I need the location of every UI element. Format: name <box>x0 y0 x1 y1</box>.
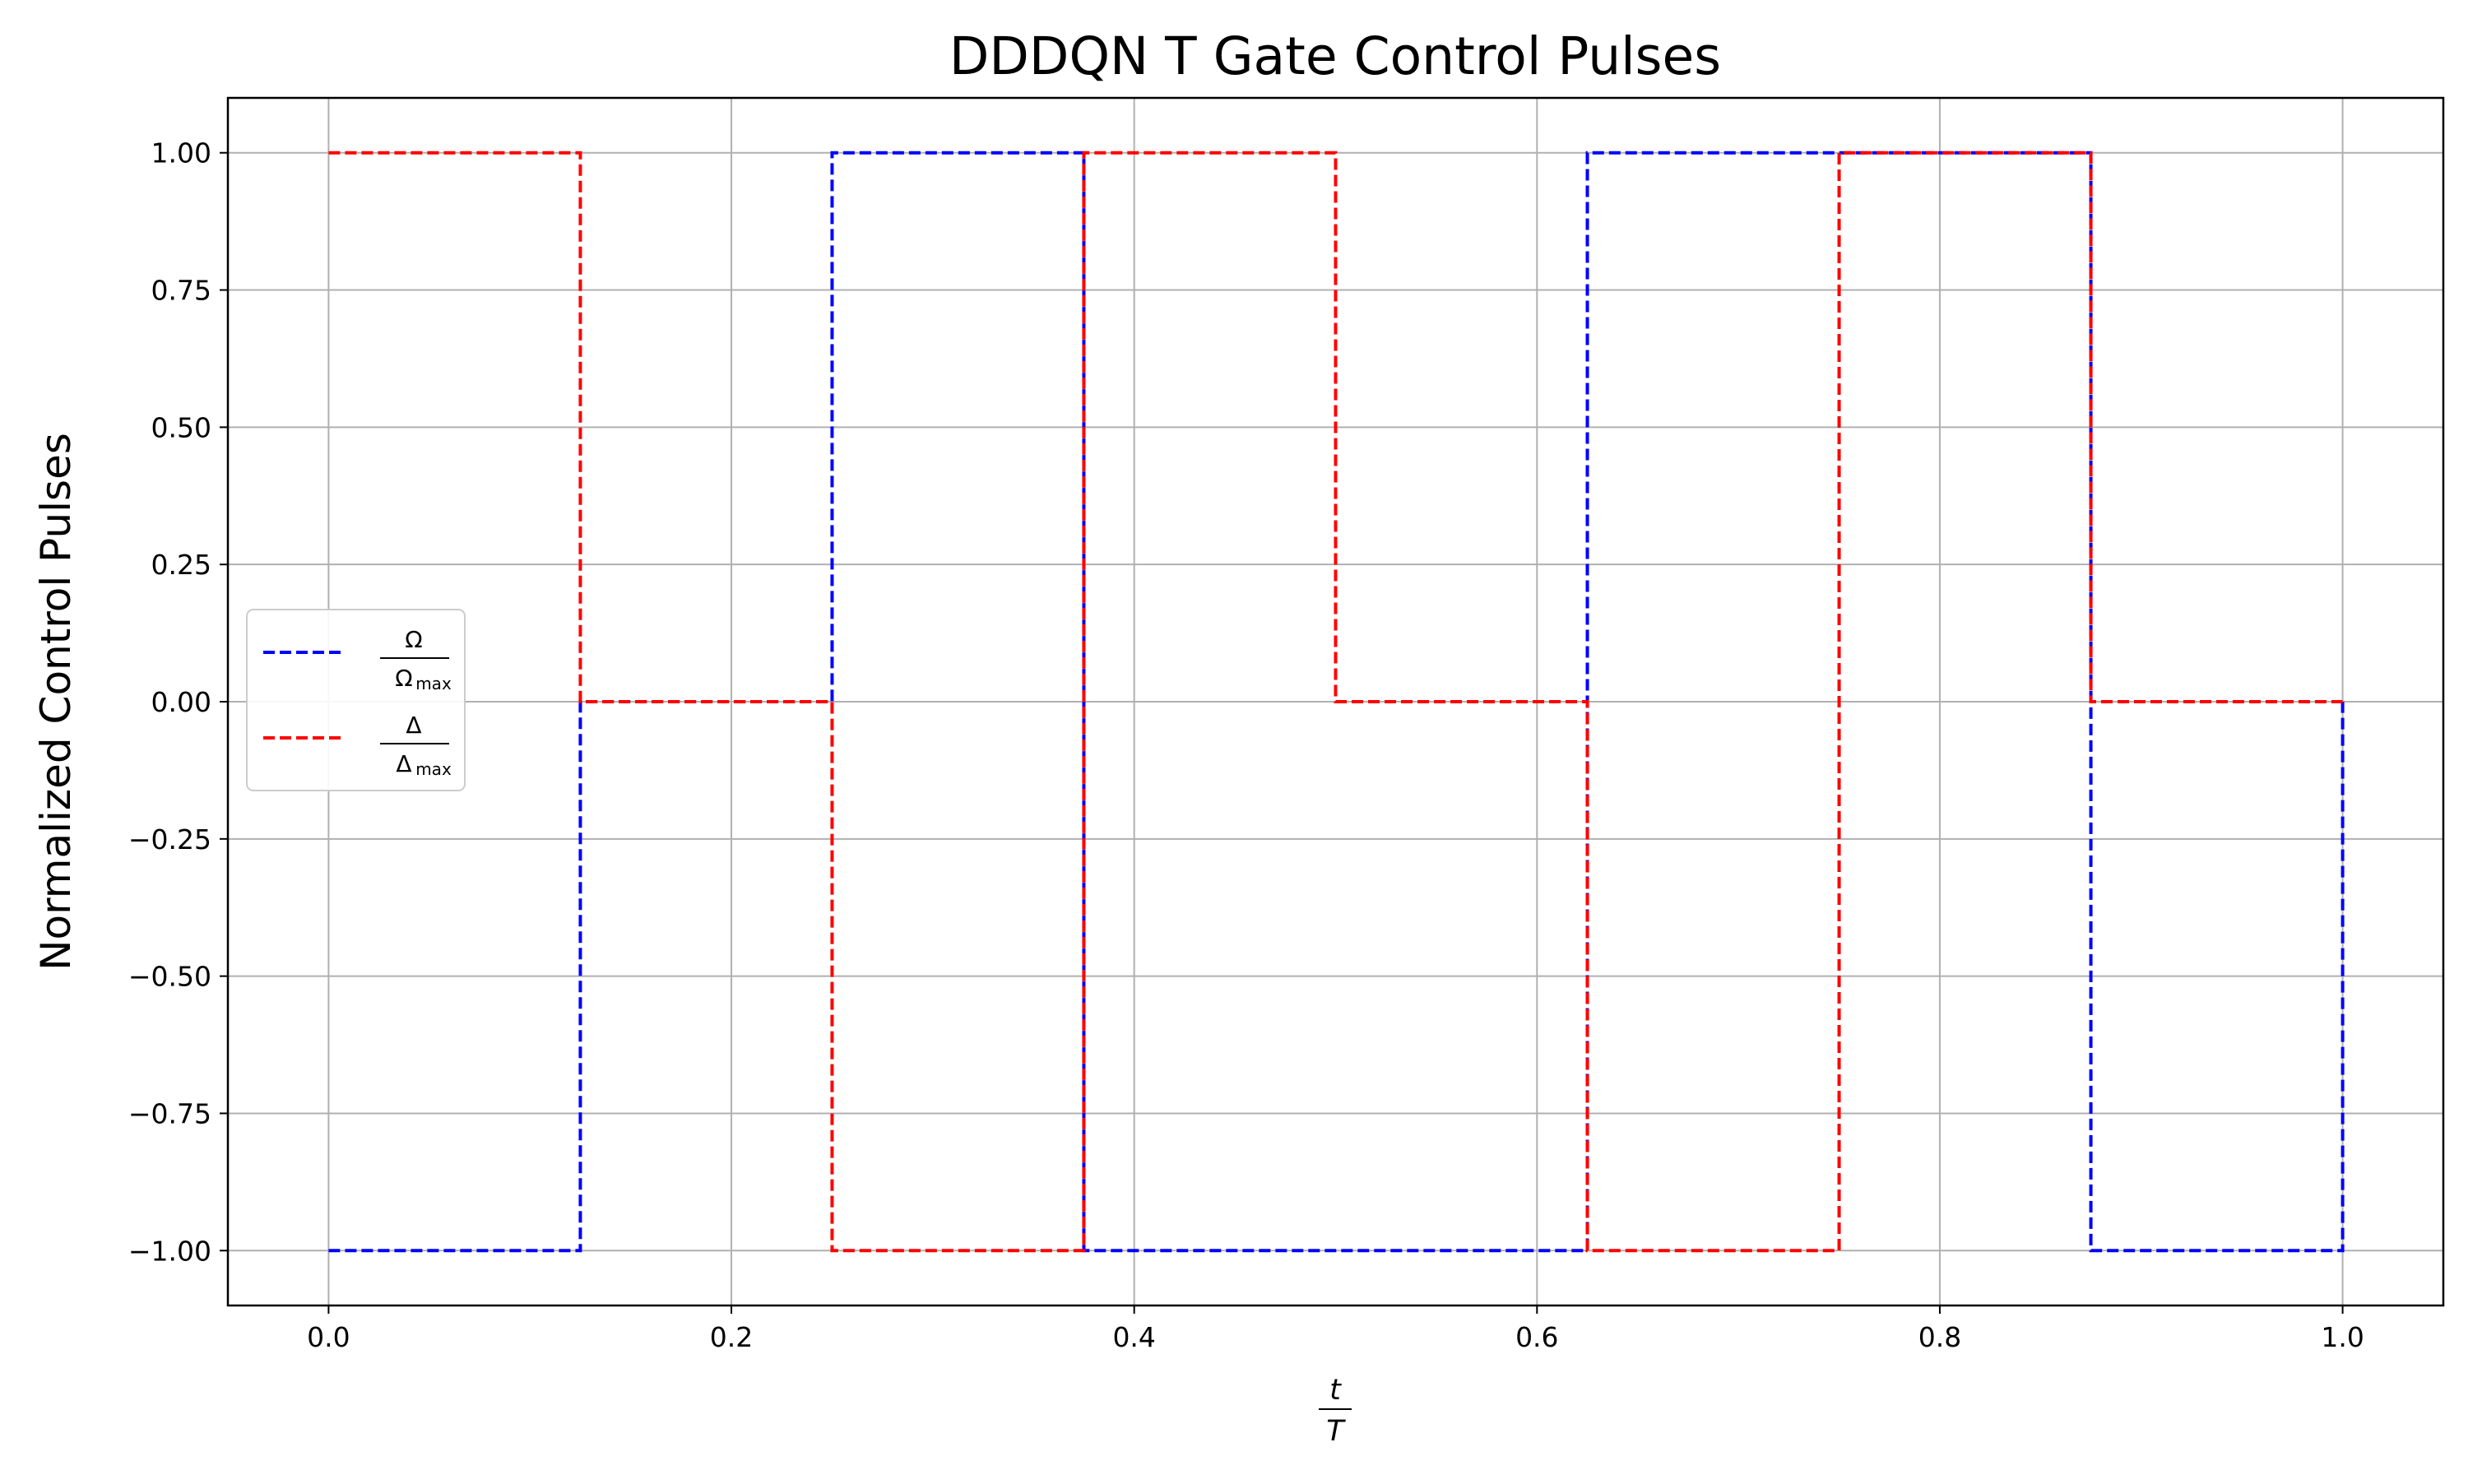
legend-delta-subscript: max <box>415 759 452 779</box>
x-axis-label-numerator: t <box>1329 1374 1342 1407</box>
legend-entry-delta: Δ Δ max <box>263 712 452 779</box>
legend-delta-numerator: Δ <box>406 712 421 739</box>
legend-box <box>246 609 466 791</box>
legend-delta-denominator: Δ <box>396 750 411 777</box>
y-tick-label: −0.25 <box>128 823 211 856</box>
legend: Ω Ω max Δ Δ max <box>246 609 466 791</box>
x-tick-label: 1.0 <box>2321 1321 2364 1353</box>
legend-entry-omega: Ω Ω max <box>263 626 452 693</box>
chart-title: DDDQN T Gate Control Pulses <box>949 26 1721 86</box>
x-tick-label: 0.6 <box>1515 1321 1558 1353</box>
x-tick-label: 0.0 <box>307 1321 350 1353</box>
y-axis-label: Normalized Control Pulses <box>32 433 80 971</box>
legend-omega-denominator: Ω <box>395 665 412 692</box>
y-tick-label: 0.00 <box>151 686 211 718</box>
axis-ticks: 0.0 0.2 0.4 0.6 0.8 1.0 1.00 0.75 0.50 0.25 0.00 −0… <box>128 137 2364 1353</box>
x-tick-label: 0.4 <box>1112 1321 1155 1353</box>
x-axis-label-denominator: T <box>1326 1415 1346 1448</box>
y-tick-label: −1.00 <box>128 1235 211 1267</box>
x-tick-label: 0.2 <box>710 1321 753 1353</box>
y-tick-label: −0.50 <box>128 961 211 993</box>
legend-omega-numerator: Ω <box>405 626 422 653</box>
y-tick-label: 0.25 <box>151 549 211 581</box>
series-line-delta <box>328 151 2343 1253</box>
y-tick-label: 1.00 <box>151 137 211 169</box>
legend-omega-subscript: max <box>415 674 452 693</box>
x-axis-label: t T <box>1319 1374 1352 1448</box>
y-tick-label: 0.75 <box>151 275 211 307</box>
y-tick-label: 0.50 <box>151 411 211 443</box>
y-tick-label: −0.75 <box>128 1097 211 1129</box>
series-line-omega <box>328 151 2345 1253</box>
series-lines <box>328 151 2345 1253</box>
x-tick-label: 0.8 <box>1918 1321 1961 1353</box>
